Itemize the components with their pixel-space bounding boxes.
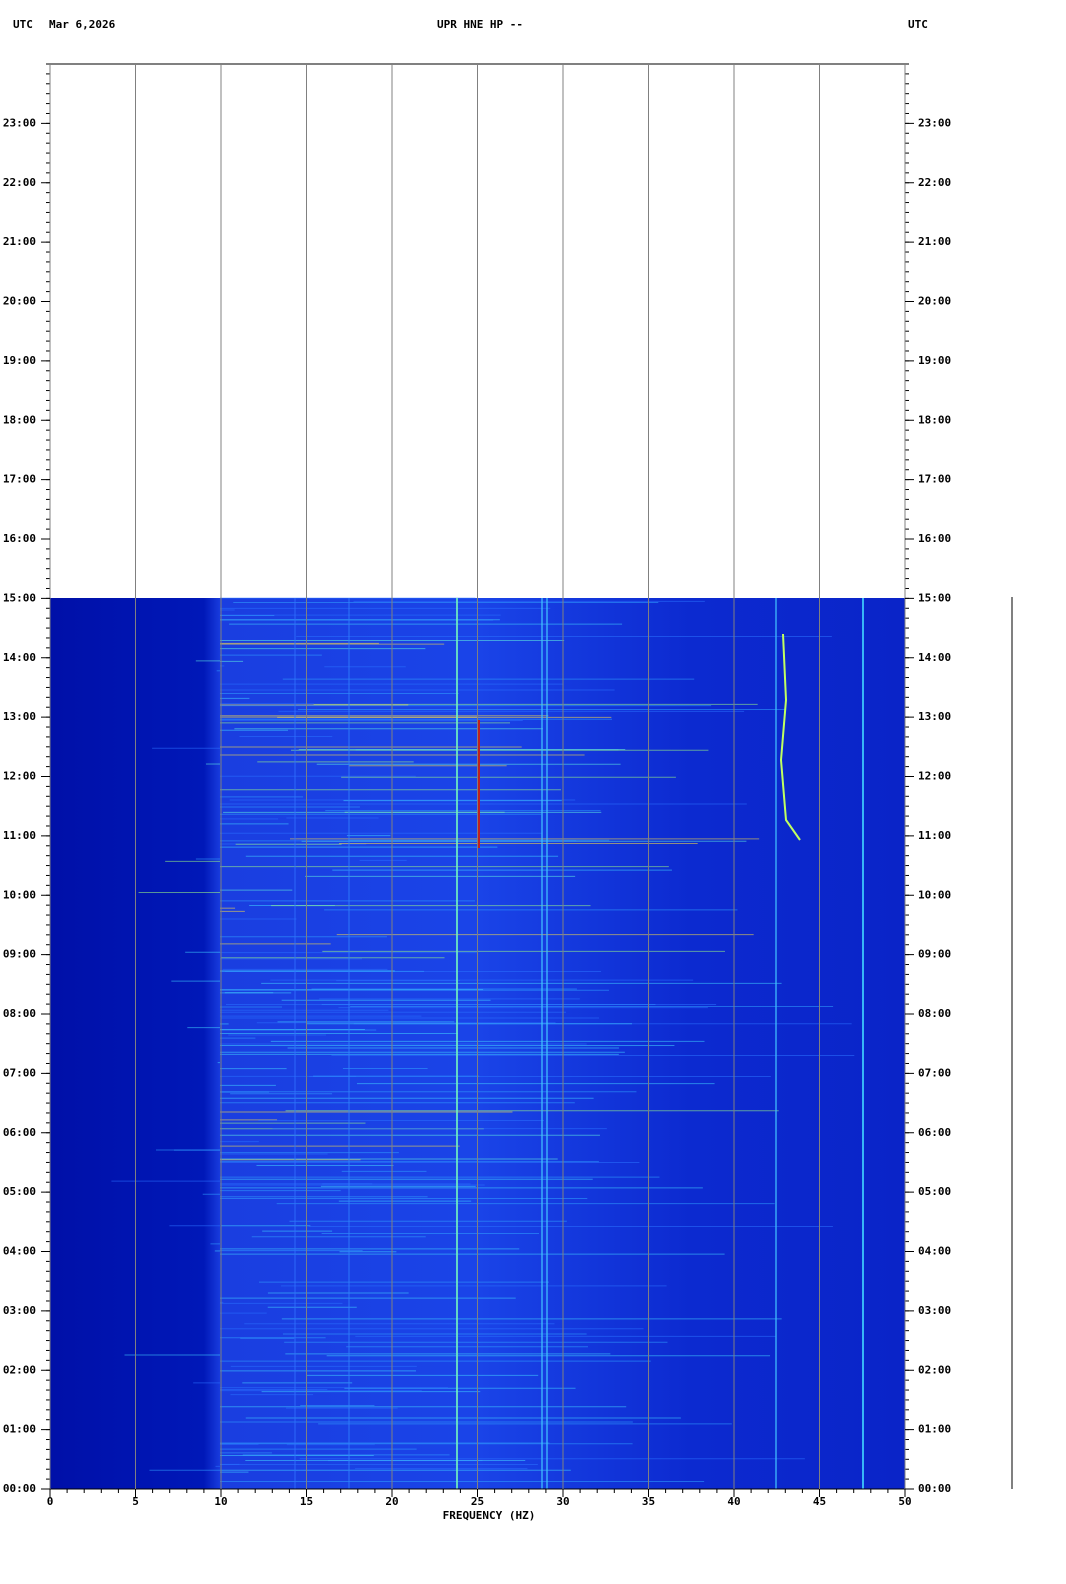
- x-tick-label: 45: [813, 1495, 826, 1508]
- y-tick-label: 23:00: [3, 116, 36, 129]
- x-tick-label: 35: [642, 1495, 655, 1508]
- y-tick-label: 04:00: [3, 1245, 36, 1258]
- chart-title: UPR HNE HP --: [437, 18, 523, 31]
- y-tick-label: 01:00: [918, 1423, 951, 1436]
- x-tick-label: 25: [471, 1495, 484, 1508]
- y-tick-label: 17:00: [918, 473, 951, 486]
- y-tick-label: 19:00: [918, 354, 951, 367]
- x-tick-label: 15: [300, 1495, 313, 1508]
- y-tick-label: 10:00: [918, 888, 951, 901]
- y-tick-label: 08:00: [3, 1007, 36, 1020]
- y-tick-label: 00:00: [3, 1482, 36, 1495]
- x-tick-label: 40: [727, 1495, 740, 1508]
- y-tick-label: 12:00: [3, 770, 36, 783]
- y-tick-label: 21:00: [3, 235, 36, 248]
- y-tick-label: 14:00: [3, 651, 36, 664]
- y-tick-label: 23:00: [918, 116, 951, 129]
- y-tick-label: 04:00: [918, 1245, 951, 1258]
- y-tick-label: 05:00: [3, 1185, 36, 1198]
- y-tick-label: 22:00: [3, 176, 36, 189]
- y-tick-label: 19:00: [3, 354, 36, 367]
- x-tick-label: 30: [556, 1495, 569, 1508]
- x-tick-label: 50: [898, 1495, 911, 1508]
- y-tick-label: 16:00: [3, 532, 36, 545]
- y-tick-label: 10:00: [3, 888, 36, 901]
- x-tick-label: 10: [214, 1495, 227, 1508]
- date: Mar 6,2026: [49, 18, 116, 31]
- spectral-line: [779, 633, 801, 841]
- y-tick-label: 09:00: [3, 948, 36, 961]
- spectrogram-features: [111, 597, 864, 1489]
- y-tick-label: 18:00: [918, 413, 951, 426]
- y-tick-label: 01:00: [3, 1423, 36, 1436]
- x-tick-label: 20: [385, 1495, 398, 1508]
- y-tick-label: 20:00: [3, 295, 36, 308]
- timezone-left: UTC: [13, 18, 33, 31]
- y-tick-label: 07:00: [3, 1066, 36, 1079]
- y-tick-label: 12:00: [918, 770, 951, 783]
- y-tick-label: 13:00: [3, 710, 36, 723]
- y-tick-label: 16:00: [918, 532, 951, 545]
- y-tick-label: 22:00: [918, 176, 951, 189]
- y-tick-label: 02:00: [918, 1363, 951, 1376]
- x-axis-label: FREQUENCY (HZ): [443, 1509, 536, 1522]
- y-tick-label: 02:00: [3, 1363, 36, 1376]
- y-tick-label: 11:00: [918, 829, 951, 842]
- y-tick-label: 15:00: [3, 591, 36, 604]
- timezone-right: UTC: [908, 18, 928, 31]
- y-tick-label: 18:00: [3, 413, 36, 426]
- y-tick-label: 13:00: [918, 710, 951, 723]
- y-tick-label: 21:00: [918, 235, 951, 248]
- y-tick-label: 11:00: [3, 829, 36, 842]
- y-tick-label: 06:00: [918, 1126, 951, 1139]
- y-tick-label: 03:00: [3, 1304, 36, 1317]
- y-tick-label: 05:00: [918, 1185, 951, 1198]
- y-tick-label: 14:00: [918, 651, 951, 664]
- y-tick-label: 07:00: [918, 1066, 951, 1079]
- y-tick-label: 00:00: [918, 1482, 951, 1495]
- y-tick-label: 06:00: [3, 1126, 36, 1139]
- x-tick-label: 5: [132, 1495, 139, 1508]
- y-tick-label: 20:00: [918, 295, 951, 308]
- y-tick-label: 09:00: [918, 948, 951, 961]
- y-tick-label: 08:00: [918, 1007, 951, 1020]
- y-tick-label: 17:00: [3, 473, 36, 486]
- y-tick-label: 03:00: [918, 1304, 951, 1317]
- y-tick-label: 15:00: [918, 591, 951, 604]
- x-tick-label: 0: [47, 1495, 54, 1508]
